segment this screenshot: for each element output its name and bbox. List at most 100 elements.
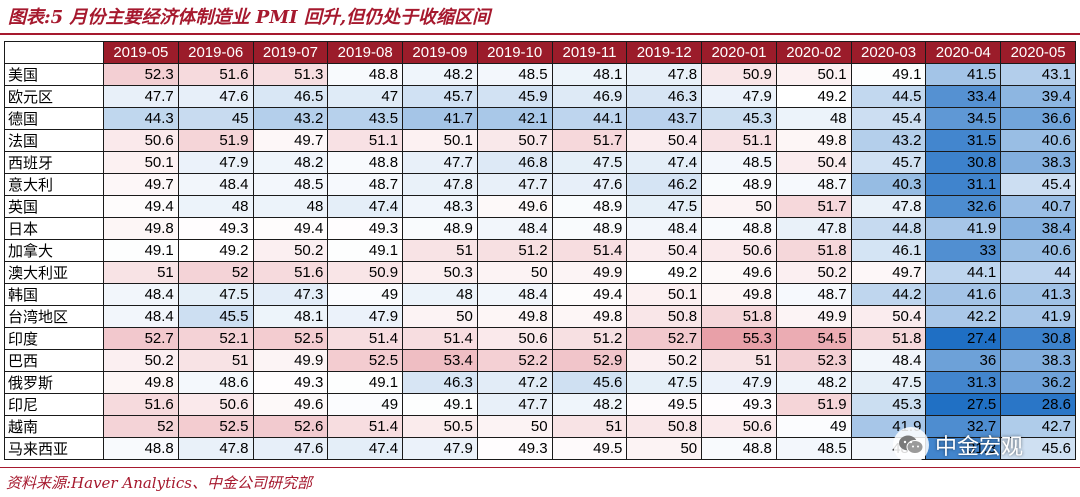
heatmap-cell: 47.9 — [327, 305, 404, 328]
corner-cell — [4, 41, 104, 64]
heatmap-cell: 34.5 — [925, 107, 1002, 130]
heatmap-cell: 45.9 — [476, 85, 553, 108]
heatmap-cell: 49.6 — [476, 195, 553, 218]
heatmap-cell: 43.7 — [626, 107, 703, 130]
heatmap-cell: 27.4 — [925, 327, 1002, 350]
heatmap-cell: 47.8 — [402, 173, 478, 196]
source-divider — [0, 467, 1080, 468]
heatmap-cell: 49.2 — [775, 85, 852, 108]
heatmap-cell: 52.3 — [103, 63, 179, 86]
source-note: 资料来源:Haver Analytics、中金公司研究部 — [6, 474, 312, 492]
heatmap-cell: 48.5 — [252, 173, 329, 196]
heatmap-cell: 50.1 — [626, 283, 703, 306]
row-label: 巴西 — [4, 349, 104, 372]
heatmap-cell: 48.2 — [551, 393, 628, 416]
heatmap-cell: 45.4 — [850, 107, 927, 130]
heatmap-cell: 51.4 — [327, 327, 404, 350]
heatmap-cell: 36 — [925, 349, 1002, 372]
heatmap-cell: 50 — [476, 261, 553, 284]
heatmap-cell: 52.9 — [551, 349, 628, 372]
column-header: 2020-03 — [850, 41, 927, 64]
column-header: 2020-02 — [775, 41, 852, 64]
heatmap-cell: 38.3 — [1000, 349, 1076, 372]
heatmap-cell: 50.4 — [775, 151, 852, 174]
heatmap-cell: 50.3 — [402, 261, 478, 284]
heatmap-cell: 48.9 — [551, 195, 628, 218]
heatmap-cell: 47.5 — [626, 371, 703, 394]
pmi-heatmap-table: 2019-05 2019-06 2019-07 2019-08 2019-09 2019-… — [4, 41, 1076, 460]
heatmap-cell: 51.6 — [252, 261, 329, 284]
heatmap-cell: 48.2 — [775, 371, 852, 394]
table-row: 法国 50.6 51.9 49.7 51.1 50.1 50.7 51.7 50.4 51.1 49… — [4, 129, 1076, 152]
row-label: 法国 — [4, 129, 104, 152]
heatmap-cell: 52.3 — [775, 349, 852, 372]
heatmap-cell: 49.2 — [177, 239, 254, 262]
heatmap-cell: 48.4 — [103, 305, 179, 328]
table-row: 意大利 49.7 48.4 48.5 48.7 47.8 47.7 47.6 46.2 48.9 4… — [4, 173, 1076, 196]
heatmap-cell: 51.4 — [402, 327, 478, 350]
heatmap-cell: 51.8 — [775, 239, 852, 262]
column-header: 2019-06 — [177, 41, 254, 64]
heatmap-cell: 48 — [252, 195, 329, 218]
heatmap-cell: 51 — [103, 261, 179, 284]
heatmap-cell: 49 — [327, 393, 404, 416]
heatmap-cell: 50.1 — [775, 63, 852, 86]
table-row: 西班牙 50.1 47.9 48.2 48.8 47.7 46.8 47.5 47.4 48.5 5… — [4, 151, 1076, 174]
column-header: 2019-08 — [327, 41, 404, 64]
heatmap-cell: 51.4 — [551, 239, 628, 262]
heatmap-cell: 27.5 — [925, 393, 1002, 416]
heatmap-cell: 47.2 — [476, 371, 553, 394]
heatmap-cell: 49.3 — [476, 437, 553, 460]
heatmap-cell: 50.4 — [626, 129, 703, 152]
heatmap-cell: 36.6 — [1000, 107, 1076, 130]
heatmap-cell: 42.2 — [925, 305, 1002, 328]
heatmap-cell: 47.9 — [177, 151, 254, 174]
heatmap-cell: 36.2 — [1000, 371, 1076, 394]
heatmap-cell: 49.8 — [701, 283, 777, 306]
heatmap-cell: 50.5 — [402, 415, 478, 438]
heatmap-cell: 33.4 — [925, 85, 1002, 108]
heatmap-cell: 51 — [551, 415, 628, 438]
heatmap-cell: 46.3 — [626, 85, 703, 108]
heatmap-cell: 52.7 — [626, 327, 703, 350]
heatmap-cell: 50.1 — [402, 129, 478, 152]
heatmap-cell: 49.9 — [551, 261, 628, 284]
heatmap-cell: 46.3 — [402, 371, 478, 394]
heatmap-cell: 52.5 — [177, 415, 254, 438]
row-label: 加拿大 — [4, 239, 104, 262]
heatmap-cell: 52.7 — [103, 327, 179, 350]
heatmap-cell: 54.5 — [775, 327, 852, 350]
heatmap-cell: 44.2 — [850, 283, 927, 306]
heatmap-cell: 47.8 — [775, 217, 852, 240]
heatmap-cell: 52.1 — [177, 327, 254, 350]
heatmap-cell: 44.5 — [850, 85, 927, 108]
table-row: 澳大利亚 51 52 51.6 50.9 50.3 50 49.9 49.2 49.6 50.2 49… — [4, 261, 1076, 284]
row-label: 日本 — [4, 217, 104, 240]
heatmap-cell: 45.6 — [551, 371, 628, 394]
heatmap-cell: 49.8 — [775, 129, 852, 152]
heatmap-cell: 49.8 — [103, 371, 179, 394]
heatmap-cell: 49.1 — [327, 371, 404, 394]
heatmap-cell: 50.6 — [701, 239, 777, 262]
chart-title: 图表:5 月份主要经济体制造业 PMI 回升,但仍处于收缩区间 — [8, 7, 491, 28]
heatmap-cell: 41.6 — [925, 283, 1002, 306]
heatmap-cell: 51.6 — [177, 63, 254, 86]
heatmap-cell: 52 — [103, 415, 179, 438]
heatmap-cell: 49 — [327, 283, 404, 306]
heatmap-cell: 49.4 — [551, 283, 628, 306]
heatmap-cell: 48.8 — [701, 217, 777, 240]
heatmap-cell: 40.6 — [1000, 239, 1076, 262]
heatmap-cell: 48.1 — [551, 63, 628, 86]
table-row: 日本 49.8 49.3 49.4 49.3 48.9 48.4 48.9 48.4 48.8 47… — [4, 217, 1076, 240]
heatmap-cell: 44.1 — [551, 107, 628, 130]
wechat-icon — [893, 427, 929, 463]
heatmap-cell: 47.5 — [177, 283, 254, 306]
heatmap-cell: 45.3 — [850, 393, 927, 416]
heatmap-cell: 50.2 — [103, 349, 179, 372]
heatmap-cell: 50.8 — [626, 415, 703, 438]
heatmap-cell: 48.6 — [177, 371, 254, 394]
heatmap-cell: 50.2 — [626, 349, 703, 372]
heatmap-cell: 47.5 — [850, 371, 927, 394]
heatmap-cell: 49.9 — [775, 305, 852, 328]
heatmap-cell: 52.6 — [252, 415, 329, 438]
